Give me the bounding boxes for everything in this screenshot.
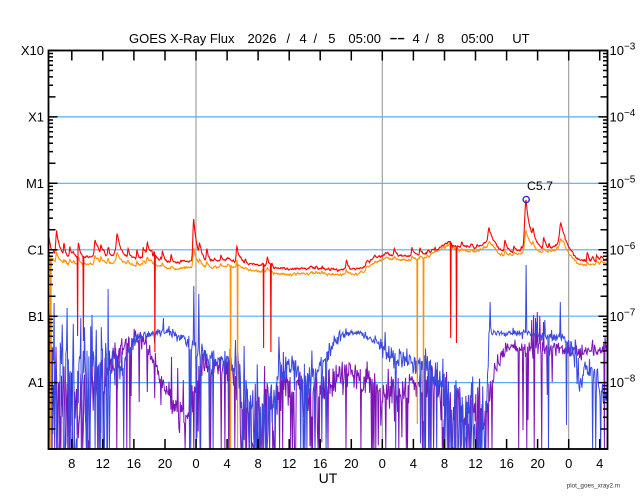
svg-text:A1: A1 bbox=[28, 375, 44, 390]
svg-text:C5.7: C5.7 bbox=[527, 179, 553, 193]
svg-text:4: 4 bbox=[300, 31, 307, 46]
svg-text:20: 20 bbox=[158, 456, 172, 471]
svg-text:/: / bbox=[287, 31, 291, 46]
svg-text:2026: 2026 bbox=[248, 31, 277, 46]
svg-text:X10: X10 bbox=[21, 43, 44, 58]
svg-text:05:00: 05:00 bbox=[348, 31, 381, 46]
svg-text:4: 4 bbox=[413, 31, 420, 46]
svg-text:16: 16 bbox=[127, 456, 141, 471]
svg-text:C1: C1 bbox=[27, 242, 44, 257]
svg-text:12: 12 bbox=[282, 456, 296, 471]
svg-text:8: 8 bbox=[68, 456, 75, 471]
svg-text:20: 20 bbox=[344, 456, 358, 471]
svg-text:/: / bbox=[314, 31, 318, 46]
svg-text:B1: B1 bbox=[28, 309, 44, 324]
svg-text:GOES X-Ray Flux: GOES X-Ray Flux bbox=[129, 31, 235, 46]
svg-text:8: 8 bbox=[254, 456, 261, 471]
svg-text:8: 8 bbox=[441, 456, 448, 471]
svg-text:8: 8 bbox=[437, 31, 444, 46]
svg-text:0: 0 bbox=[192, 456, 199, 471]
svg-text:plot_goes_xray2.m: plot_goes_xray2.m bbox=[567, 483, 620, 490]
svg-text:UT: UT bbox=[512, 31, 529, 46]
svg-text:12: 12 bbox=[96, 456, 110, 471]
svg-text:X1: X1 bbox=[28, 110, 44, 125]
svg-text:4: 4 bbox=[410, 456, 417, 471]
svg-text:5: 5 bbox=[328, 31, 335, 46]
svg-text:M1: M1 bbox=[26, 176, 44, 191]
svg-text:4: 4 bbox=[223, 456, 230, 471]
svg-text:20: 20 bbox=[530, 456, 544, 471]
svg-text:0: 0 bbox=[379, 456, 386, 471]
svg-text:16: 16 bbox=[499, 456, 513, 471]
svg-text:UT: UT bbox=[319, 470, 338, 486]
svg-text:12: 12 bbox=[468, 456, 482, 471]
svg-text:16: 16 bbox=[313, 456, 327, 471]
svg-text:0: 0 bbox=[565, 456, 572, 471]
svg-text:/: / bbox=[425, 31, 429, 46]
svg-text:4: 4 bbox=[596, 456, 603, 471]
svg-text:05:00: 05:00 bbox=[461, 31, 494, 46]
